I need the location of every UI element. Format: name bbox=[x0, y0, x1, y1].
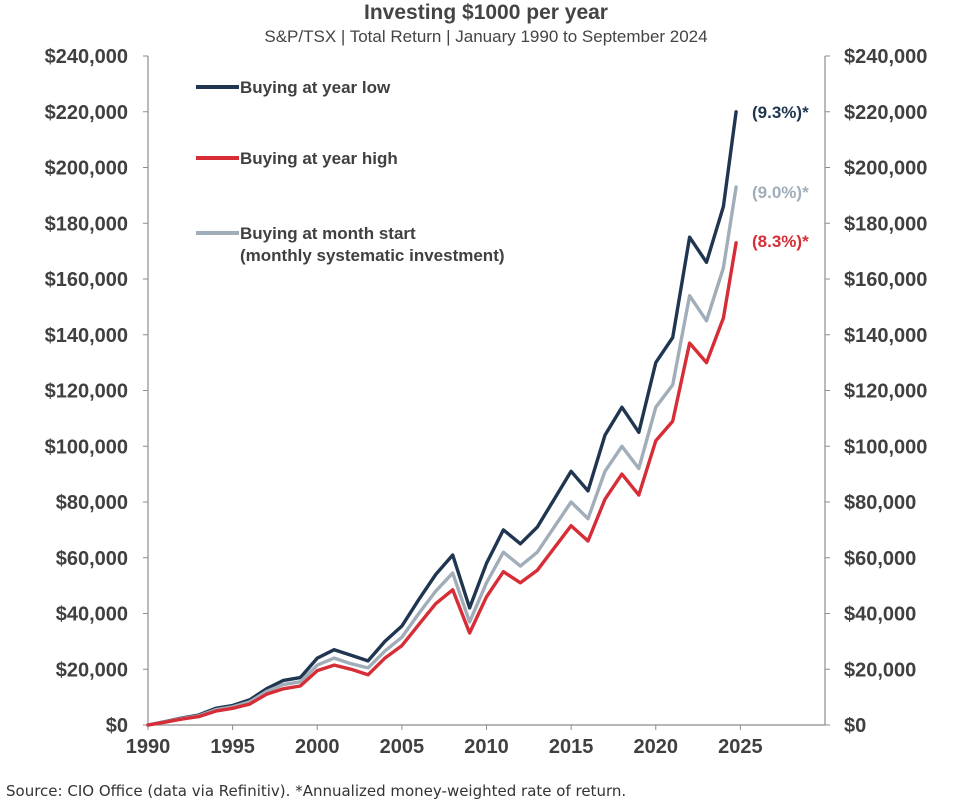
end-label-year-low: (9.3%)* bbox=[752, 103, 809, 122]
y-tick-label-right: $180,000 bbox=[844, 213, 927, 235]
x-tick-label: 2010 bbox=[464, 736, 509, 758]
y-tick-label-right: $80,000 bbox=[844, 492, 916, 514]
y-tick-label-right: $20,000 bbox=[844, 659, 916, 681]
y-tick-label-right: $160,000 bbox=[844, 269, 927, 291]
chart-subtitle: S&P/TSX | Total Return | January 1990 to… bbox=[264, 27, 707, 46]
x-tick-label: 2000 bbox=[295, 736, 340, 758]
legend-item-year-high: Buying at year high bbox=[196, 149, 398, 168]
end-label-month-start: (9.0%)* bbox=[752, 183, 809, 202]
y-tick-label-right: $140,000 bbox=[844, 325, 927, 347]
y-tick-label-left: $140,000 bbox=[45, 325, 128, 347]
y-tick-label-left: $60,000 bbox=[56, 548, 128, 570]
y-tick-label-right: $100,000 bbox=[844, 436, 927, 458]
legend-label-month-start-line2: (monthly systematic investment) bbox=[240, 246, 505, 265]
x-tick-label: 2025 bbox=[718, 736, 763, 758]
y-tick-label-right: $200,000 bbox=[844, 158, 927, 180]
y-tick-label-left: $20,000 bbox=[56, 659, 128, 681]
y-tick-label-left: $80,000 bbox=[56, 492, 128, 514]
y-tick-label-right: $40,000 bbox=[844, 604, 916, 626]
legend-item-year-low: Buying at year low bbox=[196, 78, 391, 97]
y-tick-label-left: $240,000 bbox=[45, 46, 128, 68]
x-tick-label: 2005 bbox=[380, 736, 425, 758]
y-tick-label-left: $120,000 bbox=[45, 381, 128, 403]
end-label-year-high: (8.3%)* bbox=[752, 232, 809, 251]
y-axis-left: $0 $20,000 $40,000 $60,000 $80,000 $100,000 $1… bbox=[45, 46, 149, 737]
series-lines bbox=[146, 110, 738, 727]
y-tick-label-left: $40,000 bbox=[56, 604, 128, 626]
y-tick-label-left: $100,000 bbox=[45, 436, 128, 458]
legend-label-month-start: Buying at month start bbox=[240, 224, 416, 243]
series-line-month-start bbox=[146, 185, 738, 727]
source-note: Source: CIO Office (data via Refinitiv).… bbox=[6, 782, 627, 800]
y-axis-right: $0 $20,000 $40,000 $60,000 $80,000 $100,000 $1… bbox=[824, 46, 927, 737]
legend-label-year-low: Buying at year low bbox=[240, 78, 391, 97]
x-axis: 1990 1995 2000 2005 2010 2015 2020 2025 bbox=[126, 724, 825, 758]
series-line-year-high bbox=[146, 241, 738, 727]
x-tick-label: 2015 bbox=[549, 736, 594, 758]
y-tick-label-right: $0 bbox=[844, 715, 866, 737]
y-tick-label-left: $0 bbox=[106, 715, 128, 737]
series-line-year-low bbox=[146, 110, 738, 727]
y-tick-label-right: $240,000 bbox=[844, 46, 927, 68]
chart-title: Investing $1000 per year bbox=[364, 1, 608, 24]
y-tick-label-left: $200,000 bbox=[45, 158, 128, 180]
y-tick-label-right: $60,000 bbox=[844, 548, 916, 570]
legend-label-year-high: Buying at year high bbox=[240, 149, 398, 168]
legend-item-month-start: Buying at month start (monthly systemati… bbox=[196, 224, 505, 265]
y-tick-label-right: $220,000 bbox=[844, 102, 927, 124]
y-tick-label-left: $180,000 bbox=[45, 213, 128, 235]
y-tick-label-right: $120,000 bbox=[844, 381, 927, 403]
y-tick-label-left: $220,000 bbox=[45, 102, 128, 124]
y-tick-label-left: $160,000 bbox=[45, 269, 128, 291]
legend: Buying at year low Buying at year high B… bbox=[196, 78, 505, 265]
x-tick-label: 1995 bbox=[210, 736, 255, 758]
x-tick-label: 1990 bbox=[126, 736, 171, 758]
x-tick-label: 2020 bbox=[634, 736, 679, 758]
